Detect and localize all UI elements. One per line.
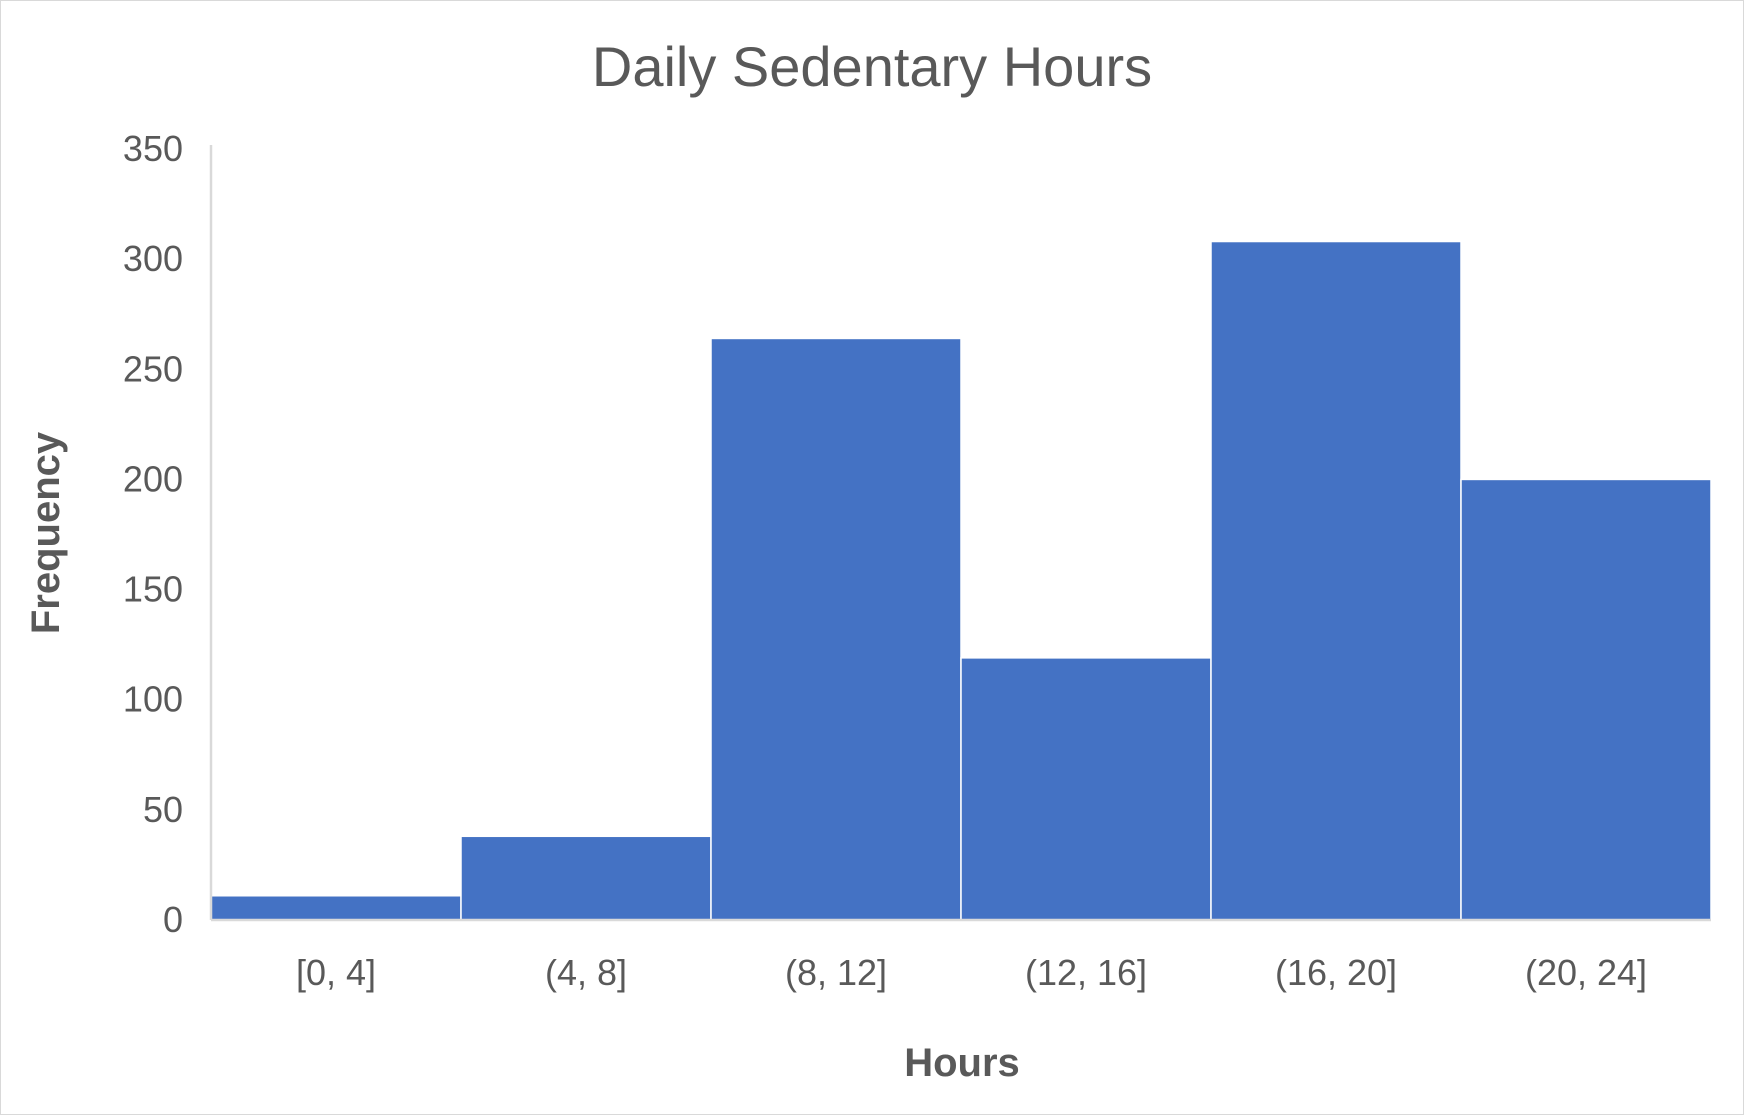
y-tick-label: 150 <box>123 569 183 610</box>
x-axis-title: Hours <box>904 1041 1020 1085</box>
bars <box>210 240 1712 921</box>
histogram-bar <box>460 835 712 921</box>
y-axis-tick-labels: 0 50 100 150 200 250 300 350 <box>123 128 183 940</box>
y-tick-label: 100 <box>123 679 183 720</box>
chart-title: Daily Sedentary Hours <box>592 35 1152 98</box>
y-tick-label: 50 <box>143 789 183 830</box>
y-tick-label: 200 <box>123 458 183 499</box>
x-tick-label: (8, 12] <box>785 952 887 993</box>
y-axis-title: Frequency <box>24 431 68 634</box>
y-tick-label: 350 <box>123 128 183 169</box>
y-tick-label: 300 <box>123 238 183 279</box>
histogram-bar <box>1460 478 1712 921</box>
y-tick-label: 0 <box>163 899 183 940</box>
histogram-bar <box>710 337 962 921</box>
x-axis-tick-labels: [0, 4] (4, 8] (8, 12] (12, 16] (16, 20] (20, … <box>296 952 1647 993</box>
histogram-bar <box>210 895 462 921</box>
x-tick-label: (12, 16] <box>1025 952 1147 993</box>
x-tick-label: (16, 20] <box>1275 952 1397 993</box>
x-tick-label: (20, 24] <box>1525 952 1647 993</box>
histogram-bar <box>1210 240 1462 921</box>
x-tick-label: [0, 4] <box>296 952 376 993</box>
histogram-bar <box>960 657 1212 921</box>
x-tick-label: (4, 8] <box>545 952 627 993</box>
y-tick-label: 250 <box>123 348 183 389</box>
